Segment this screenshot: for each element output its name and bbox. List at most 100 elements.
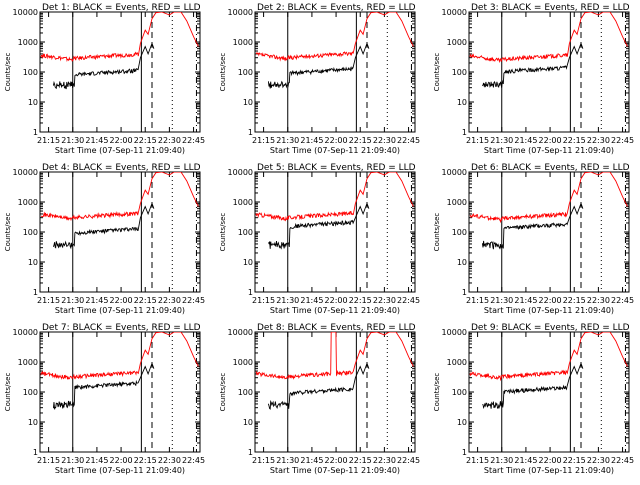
- x-tick-label: 22:15: [563, 456, 586, 465]
- y-axis-label: Counts/sec: [433, 373, 441, 412]
- series-group: [469, 172, 628, 250]
- x-axis-label: Start Time (07-Sep-11 21:09:40): [484, 466, 614, 475]
- series-group: [469, 12, 628, 88]
- x-tick-label: 22:30: [587, 296, 610, 305]
- x-tick-label: 21:15: [252, 456, 275, 465]
- x-tick-label: 21:45: [300, 136, 323, 145]
- x-tick-label: 22:15: [349, 456, 372, 465]
- panel-title: Det 8: BLACK = Events, RED = LLD: [257, 323, 416, 333]
- y-tick-label: 10000: [442, 168, 467, 177]
- x-tick-label: 21:30: [61, 136, 84, 145]
- x-tick-label: 21:45: [514, 296, 537, 305]
- x-tick-label: 21:15: [252, 136, 275, 145]
- series-events: [268, 202, 370, 250]
- x-tick-label: 21:15: [37, 136, 60, 145]
- x-tick-label: 21:30: [490, 296, 513, 305]
- panel-title: Det 3: BLACK = Events, RED = LLD: [471, 3, 630, 13]
- x-tick-label: 22:00: [325, 296, 348, 305]
- panel-det-8: Det 8: BLACK = Events, RED = LLD 1 10 100 10…: [219, 323, 420, 475]
- x-tick-label: 22:00: [110, 456, 133, 465]
- panel-title: Det 1: BLACK = Events, RED = LLD: [42, 3, 201, 13]
- series-events: [482, 42, 584, 88]
- x-tick-label: 22:15: [563, 296, 586, 305]
- y-axis-label: Counts/sec: [219, 53, 227, 92]
- y-tick-label: 100: [452, 68, 467, 77]
- x-tick-label: 21:30: [276, 136, 299, 145]
- series-events: [267, 42, 370, 89]
- series-lld: [469, 332, 628, 382]
- x-tick-label: 21:15: [466, 456, 489, 465]
- x-tick-label: 21:30: [276, 296, 299, 305]
- x-tick-label: 22:00: [110, 136, 133, 145]
- x-tick-label: 21:30: [61, 296, 84, 305]
- x-tick-label: 22:45: [397, 456, 420, 465]
- x-axis-label: Start Time (07-Sep-11 21:09:40): [270, 466, 400, 475]
- y-axis-label: Counts/sec: [4, 53, 12, 92]
- panel-title: Det 6: BLACK = Events, RED = LLD: [471, 163, 630, 173]
- series-events: [52, 42, 155, 90]
- x-tick-label: 22:30: [587, 456, 610, 465]
- y-tick-label: 1: [248, 288, 253, 297]
- y-tick-label: 10: [457, 418, 467, 427]
- y-tick-label: 100: [452, 228, 467, 237]
- x-axis-label: Start Time (07-Sep-11 21:09:40): [270, 146, 400, 155]
- x-tick-label: 22:30: [373, 136, 396, 145]
- y-tick-label: 10: [243, 98, 253, 107]
- y-axis-label: Counts/sec: [4, 373, 12, 412]
- x-tick-label: 22:45: [397, 136, 420, 145]
- y-tick-label: 1000: [233, 198, 253, 207]
- y-axis-label: Counts/sec: [219, 213, 227, 252]
- panel-det-6: Det 6: BLACK = Events, RED = LLD 1 10 100 10…: [433, 163, 634, 315]
- series-events: [482, 362, 584, 409]
- y-tick-label: 100: [238, 228, 253, 237]
- x-tick-label: 22:45: [611, 456, 634, 465]
- x-tick-label: 22:30: [373, 296, 396, 305]
- series-lld: [469, 172, 628, 224]
- x-tick-label: 21:30: [61, 456, 84, 465]
- x-tick-label: 22:00: [539, 136, 562, 145]
- y-tick-label: 10000: [13, 328, 38, 337]
- y-tick-label: 10000: [442, 8, 467, 17]
- panel-det-7: Det 7: BLACK = Events, RED = LLD 1 10 100 10…: [4, 323, 205, 475]
- panel-det-3: Det 3: BLACK = Events, RED = LLD 1 10 100 10…: [433, 3, 634, 155]
- plot-frame: [254, 171, 416, 293]
- y-tick-label: 1: [462, 128, 467, 137]
- y-tick-label: 1: [462, 448, 467, 457]
- panel-det-2: Det 2: BLACK = Events, RED = LLD 1 10 100 10…: [219, 3, 420, 155]
- series-lld: [255, 172, 414, 222]
- y-tick-label: 10000: [13, 8, 38, 17]
- panel-title: Det 5: BLACK = Events, RED = LLD: [257, 163, 416, 173]
- series-events: [481, 202, 584, 250]
- y-tick-label: 10: [243, 418, 253, 427]
- y-tick-label: 10: [28, 258, 38, 267]
- x-tick-label: 22:30: [158, 136, 181, 145]
- x-tick-label: 22:45: [182, 456, 205, 465]
- x-axis-label: Start Time (07-Sep-11 21:09:40): [55, 146, 185, 155]
- series-lld: [40, 12, 199, 62]
- x-axis-label: Start Time (07-Sep-11 21:09:40): [484, 306, 614, 315]
- x-tick-label: 22:15: [349, 296, 372, 305]
- x-tick-label: 22:30: [587, 136, 610, 145]
- panel-title: Det 9: BLACK = Events, RED = LLD: [471, 323, 630, 333]
- y-axis-label: Counts/sec: [219, 373, 227, 412]
- y-tick-label: 1: [33, 128, 38, 137]
- x-tick-label: 22:00: [110, 296, 133, 305]
- x-tick-label: 22:00: [325, 456, 348, 465]
- plot-frame: [39, 171, 201, 293]
- series-group: [40, 332, 199, 410]
- x-tick-label: 22:45: [611, 296, 634, 305]
- y-tick-label: 1: [462, 288, 467, 297]
- x-tick-label: 22:45: [182, 136, 205, 145]
- x-tick-label: 22:00: [539, 456, 562, 465]
- y-tick-label: 1000: [18, 198, 38, 207]
- plot-frame: [468, 331, 630, 453]
- series-group: [40, 172, 199, 250]
- y-tick-label: 1: [33, 448, 38, 457]
- x-tick-label: 22:15: [134, 136, 157, 145]
- x-tick-label: 21:45: [300, 296, 323, 305]
- x-tick-label: 22:45: [182, 296, 205, 305]
- series-lld: [40, 332, 199, 380]
- x-tick-label: 22:30: [373, 456, 396, 465]
- panel-title: Det 7: BLACK = Events, RED = LLD: [42, 323, 201, 333]
- x-axis-label: Start Time (07-Sep-11 21:09:40): [270, 306, 400, 315]
